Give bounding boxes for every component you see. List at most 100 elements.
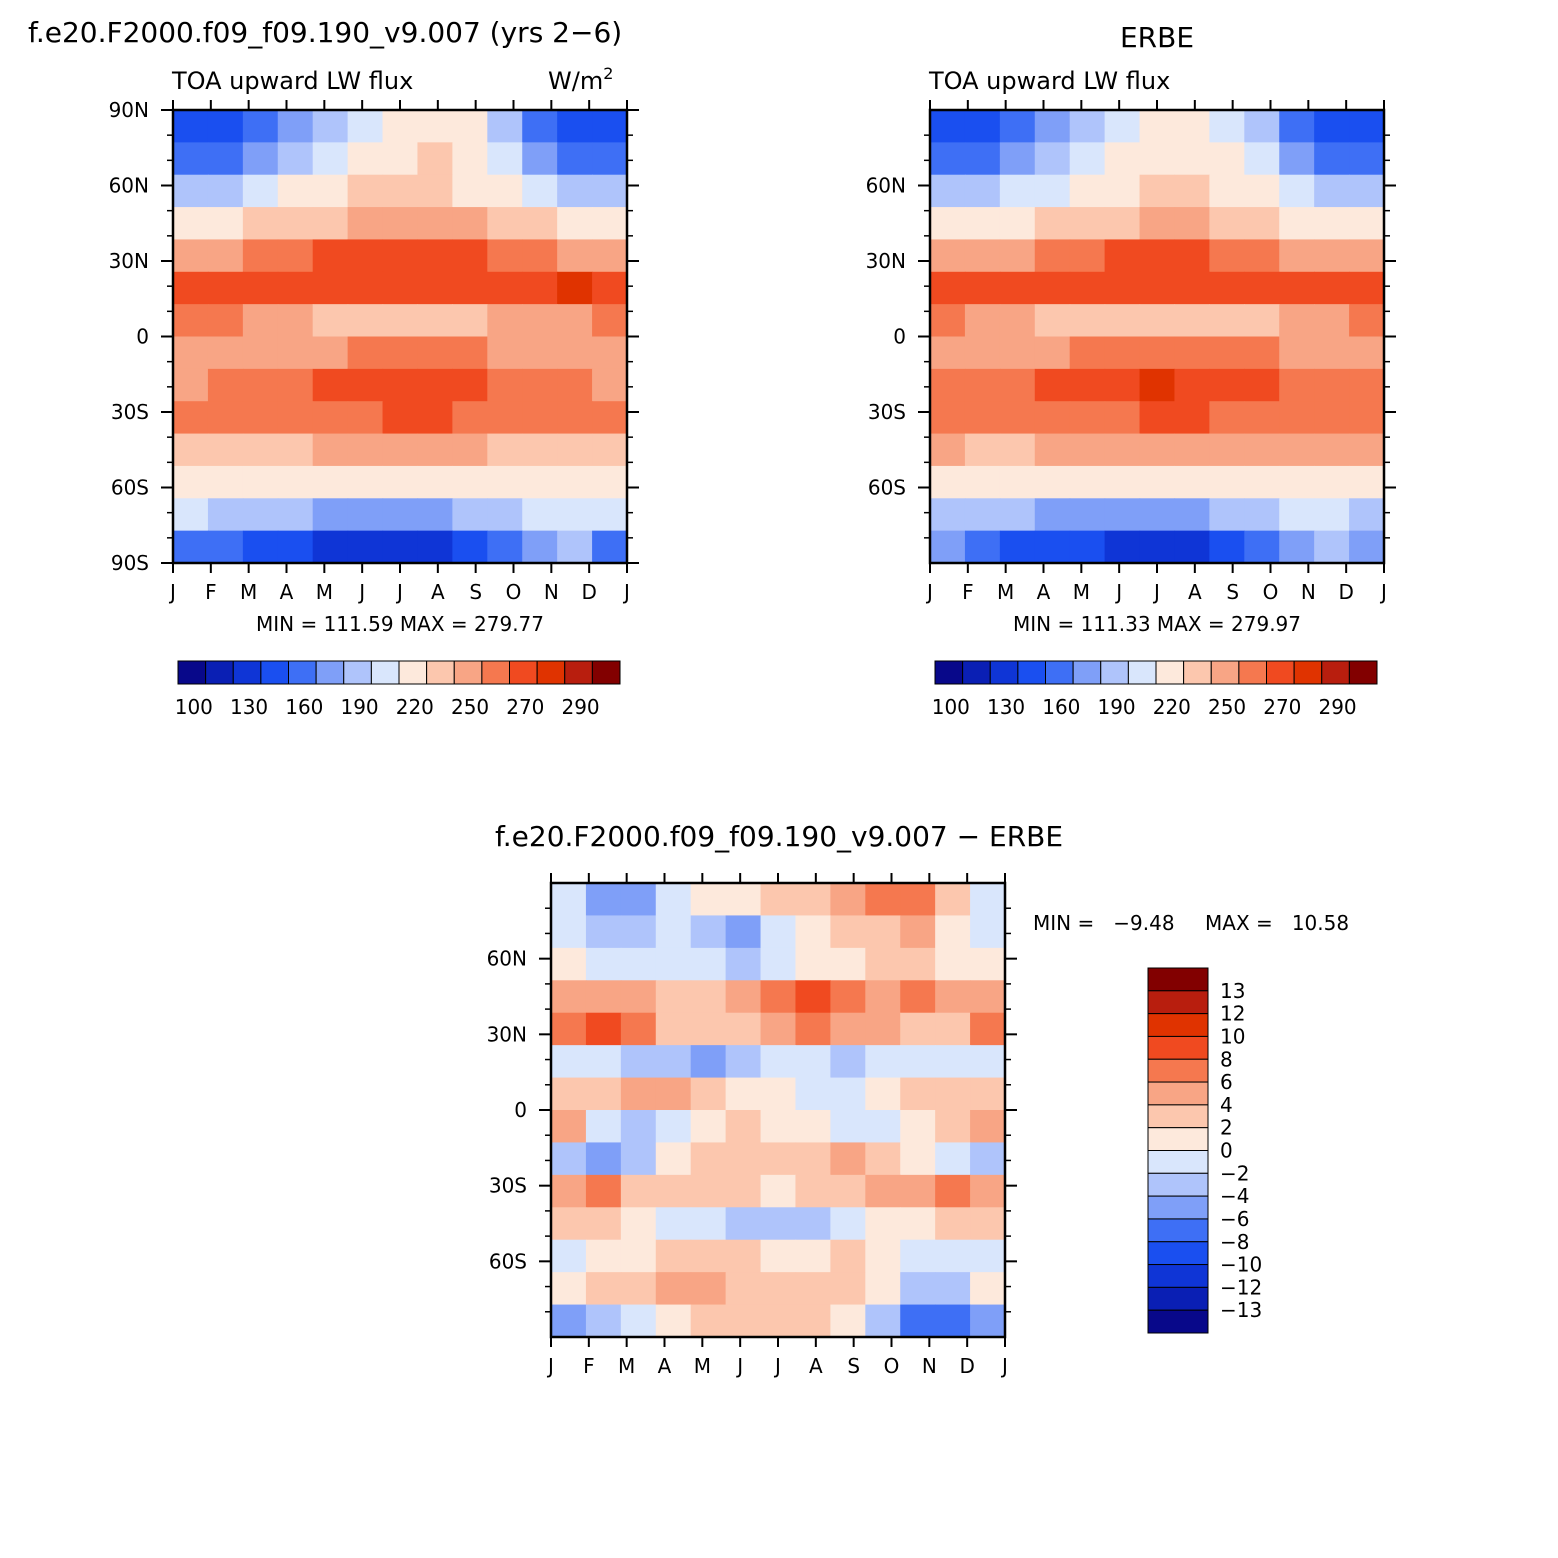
heatmap-cell bbox=[900, 980, 936, 1014]
heatmap-cell bbox=[1034, 530, 1071, 564]
x-tick-label: J bbox=[546, 1354, 554, 1378]
heatmap-cell bbox=[1209, 401, 1245, 435]
heatmap-cell bbox=[1349, 142, 1385, 176]
heatmap-cell bbox=[935, 1272, 971, 1306]
heatmap-cell bbox=[865, 980, 901, 1014]
heatmap-cell bbox=[1279, 368, 1315, 402]
heatmap-cell bbox=[1034, 336, 1071, 370]
heatmap-cell bbox=[970, 915, 1006, 949]
heatmap-cell bbox=[417, 239, 453, 273]
heatmap-cell bbox=[930, 401, 966, 435]
colorbar-swatch bbox=[1147, 1150, 1209, 1174]
heatmap-cell bbox=[592, 142, 628, 176]
heatmap-cell bbox=[830, 1142, 866, 1176]
colorbar-swatch bbox=[1147, 1309, 1209, 1334]
heatmap-cell bbox=[522, 304, 558, 338]
heatmap-cell bbox=[795, 980, 831, 1014]
heatmap-cell bbox=[347, 239, 384, 273]
heatmap-cell bbox=[1314, 142, 1350, 176]
heatmap-cell bbox=[452, 465, 488, 499]
heatmap-cell bbox=[760, 947, 797, 981]
colorbar-label: 12 bbox=[1220, 1002, 1245, 1026]
heatmap-cell bbox=[1349, 110, 1385, 143]
heatmap-cell bbox=[655, 1174, 692, 1208]
heatmap-cell bbox=[1034, 465, 1071, 499]
heatmap-cell bbox=[592, 304, 628, 338]
x-tick-label: M bbox=[1073, 580, 1090, 604]
heatmap-cell bbox=[1104, 174, 1141, 208]
heatmap-cell bbox=[760, 1239, 797, 1273]
colorbar-label: 250 bbox=[451, 695, 489, 719]
heatmap-cell bbox=[1209, 368, 1245, 402]
heatmap-cell bbox=[760, 1012, 797, 1046]
heatmap-cell bbox=[795, 1077, 831, 1111]
heatmap-cell bbox=[312, 530, 349, 564]
heatmap-cell bbox=[620, 883, 657, 917]
heatmap-cell bbox=[585, 947, 622, 981]
heatmap-cell bbox=[830, 1304, 866, 1338]
x-tick-label: D bbox=[1338, 580, 1353, 604]
heatmap-cell bbox=[760, 915, 797, 949]
heatmap-cell bbox=[999, 110, 1036, 143]
colorbar-swatch bbox=[1147, 1218, 1209, 1243]
y-tick-label: 60N bbox=[109, 174, 149, 198]
heatmap-cell bbox=[970, 980, 1006, 1014]
heatmap-cell bbox=[382, 530, 419, 564]
heatmap-cell bbox=[865, 883, 901, 917]
heatmap-cell bbox=[522, 465, 558, 499]
heatmap-cell bbox=[1069, 304, 1106, 338]
y-tick-label: 60S bbox=[868, 476, 906, 500]
heatmap-cell bbox=[865, 1174, 901, 1208]
heatmap-cell bbox=[242, 433, 279, 467]
colorbar-swatch bbox=[1072, 660, 1102, 685]
panel-model-stats: MIN = 111.59 MAX = 279.77 bbox=[256, 612, 544, 636]
heatmap-cell bbox=[1034, 110, 1071, 143]
colorbar-swatch bbox=[343, 660, 372, 685]
heatmap-cell bbox=[970, 947, 1006, 981]
y-tick-label: 90S bbox=[111, 551, 149, 575]
heatmap-cell bbox=[1034, 239, 1071, 273]
heatmap-cell bbox=[347, 336, 384, 370]
colorbar-label: 160 bbox=[285, 695, 323, 719]
heatmap-cell bbox=[522, 207, 558, 241]
x-tick-label: M bbox=[240, 580, 257, 604]
colorbar-swatch bbox=[1147, 1241, 1209, 1266]
y-tick-label: 30N bbox=[487, 1022, 527, 1046]
heatmap-cell bbox=[585, 1239, 622, 1273]
heatmap-cell bbox=[690, 1272, 727, 1306]
colorbar-label: 190 bbox=[1097, 695, 1135, 719]
heatmap-cell bbox=[655, 1272, 692, 1306]
heatmap-cell bbox=[930, 271, 966, 305]
heatmap-cell bbox=[655, 1304, 692, 1338]
heatmap-cell bbox=[382, 401, 419, 435]
heatmap-cell bbox=[277, 336, 314, 370]
heatmap-cell bbox=[592, 498, 628, 532]
heatmap-cell bbox=[382, 142, 419, 176]
heatmap-cell bbox=[242, 465, 279, 499]
colorbar-swatch bbox=[370, 660, 400, 685]
x-tick-label: J bbox=[1152, 580, 1160, 604]
heatmap-cell bbox=[690, 883, 727, 917]
panel-erbe-colorbar: 100 130 160 190 220 250 270 290 bbox=[932, 660, 1378, 719]
heatmap-cell bbox=[795, 1012, 831, 1046]
heatmap-cell bbox=[1244, 368, 1280, 402]
heatmap-cell bbox=[1104, 110, 1141, 143]
heatmap-cell bbox=[557, 433, 593, 467]
y-tick-label: 30S bbox=[868, 400, 906, 424]
heatmap-cell bbox=[865, 1239, 901, 1273]
heatmap-cell bbox=[1139, 498, 1176, 532]
heatmap-cell bbox=[970, 1142, 1006, 1176]
heatmap-cell bbox=[207, 530, 244, 564]
heatmap-cell bbox=[312, 401, 349, 435]
heatmap-cell bbox=[347, 142, 384, 176]
heatmap-cell bbox=[1244, 110, 1280, 143]
heatmap-cell bbox=[551, 1207, 587, 1241]
heatmap-cell bbox=[1314, 401, 1350, 435]
colorbar-label: −8 bbox=[1220, 1230, 1249, 1254]
heatmap-cell bbox=[277, 530, 314, 564]
heatmap-cell bbox=[655, 883, 692, 917]
heatmap-cell bbox=[900, 915, 936, 949]
heatmap-cell bbox=[1104, 207, 1141, 241]
heatmap-cell bbox=[900, 1012, 936, 1046]
colorbar-label: 220 bbox=[1153, 695, 1191, 719]
